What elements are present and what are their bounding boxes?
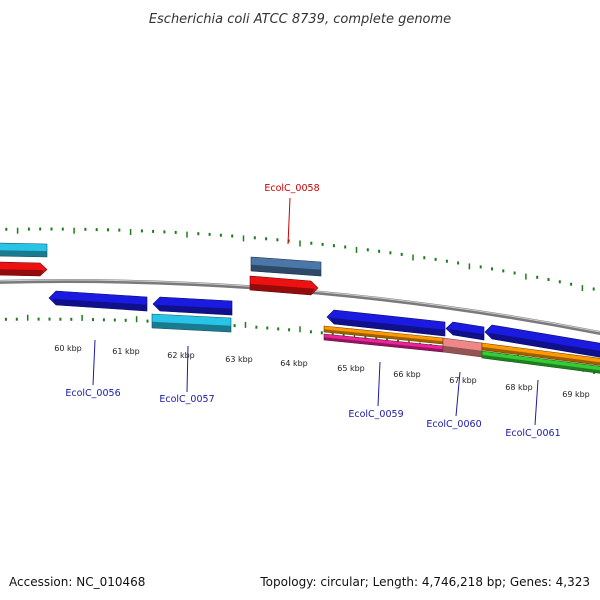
gene-arrow-0057 [152,296,233,316]
position-label: 61 kbp [112,347,140,356]
position-label: 68 kbp [505,383,533,392]
gene-bar-0058 [250,256,322,277]
map-title: Escherichia coli ATCC 8739, complete gen… [149,12,451,27]
position-label: 64 kbp [280,359,308,368]
gene-label: EcolC_0056 [65,388,120,399]
orange-band-0061 [481,342,600,366]
gene-arrow-0061 [484,324,600,358]
callout-line [455,371,461,417]
gene-label: EcolC_0059 [348,409,403,420]
callout-line [92,339,96,386]
gene-label: EcolC_0061 [505,428,560,439]
outer-tick-track [5,227,595,292]
genome-summary-text: Topology: circular; Length: 4,746,218 bp… [259,575,590,589]
callout-line [377,361,381,407]
gene-arrow-0056 [48,290,148,312]
cyan-feature-0057 [151,313,232,333]
callout-line [186,345,189,393]
gene-label: EcolC_0058 [264,183,319,194]
cyan-feature-edge [0,242,48,258]
callout-line [534,379,539,426]
position-labels: 60 kbp 61 kbp 62 kbp 63 kbp 64 kbp 65 kbp 66 k… [54,344,590,399]
position-label: 63 kbp [225,355,253,364]
accession-text: Accession: NC_010468 [9,575,145,589]
position-label: 62 kbp [167,351,195,360]
position-label: 69 kbp [562,390,590,399]
position-label: 65 kbp [337,364,365,373]
gene-arrow-0059 [326,309,446,337]
pink-block-0060 [442,337,483,358]
position-label: 60 kbp [54,344,82,353]
red-arrow-0058 [249,275,319,296]
green-band-0061 [481,350,600,374]
position-label: 66 kbp [393,370,421,379]
callout-line [287,197,291,245]
gene-arrow-0060 [445,321,485,341]
position-label: 67 kbp [449,376,477,385]
gene-callouts: EcolC_0056 EcolC_0057 EcolC_0058 EcolC_0059… [65,183,560,439]
gene-label: EcolC_0060 [426,419,481,430]
feature-tracks [0,242,600,374]
red-arrow-edge [0,261,48,277]
gene-label: EcolC_0057 [159,394,214,405]
